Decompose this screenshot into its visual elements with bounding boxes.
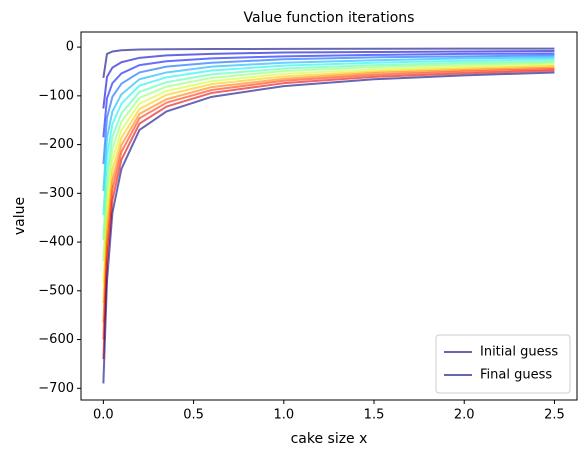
series-line bbox=[102, 54, 555, 165]
series-line bbox=[102, 50, 555, 109]
y-tick-label: −400 bbox=[38, 235, 74, 250]
series-line bbox=[102, 71, 555, 384]
axes-frame bbox=[80, 31, 578, 401]
x-tick-label: 0.0 bbox=[93, 408, 114, 423]
series-line bbox=[102, 69, 555, 360]
y-axis-label: value bbox=[12, 197, 28, 235]
series-line bbox=[102, 65, 555, 304]
series-line bbox=[102, 47, 555, 78]
series-line bbox=[102, 52, 555, 138]
y-tick-label: −600 bbox=[38, 332, 74, 347]
series-line bbox=[102, 61, 555, 262]
series-line bbox=[102, 60, 555, 240]
series-line bbox=[102, 68, 555, 340]
legend-label: Final guess bbox=[480, 368, 552, 383]
x-tick-label: 1.5 bbox=[364, 408, 385, 423]
legend-label: Initial guess bbox=[480, 345, 558, 360]
x-tick-label: 2.0 bbox=[454, 408, 475, 423]
y-tick-label: −300 bbox=[38, 186, 74, 201]
series-line bbox=[102, 56, 555, 191]
x-tick-label: 2.5 bbox=[544, 408, 565, 423]
x-tick-label: 1.0 bbox=[273, 408, 294, 423]
y-tick-label: −700 bbox=[38, 381, 74, 396]
y-tick-label: 0 bbox=[66, 40, 74, 55]
x-tick-label: 0.5 bbox=[183, 408, 204, 423]
y-tick-label: −500 bbox=[38, 283, 74, 298]
series-line bbox=[102, 63, 555, 284]
legend-box bbox=[435, 334, 571, 394]
y-tick-label: −100 bbox=[38, 88, 74, 103]
y-tick-label: −200 bbox=[38, 137, 74, 152]
chart-title: Value function iterations bbox=[244, 10, 415, 26]
series-line bbox=[102, 58, 555, 216]
x-axis-label: cake size x bbox=[291, 431, 368, 447]
